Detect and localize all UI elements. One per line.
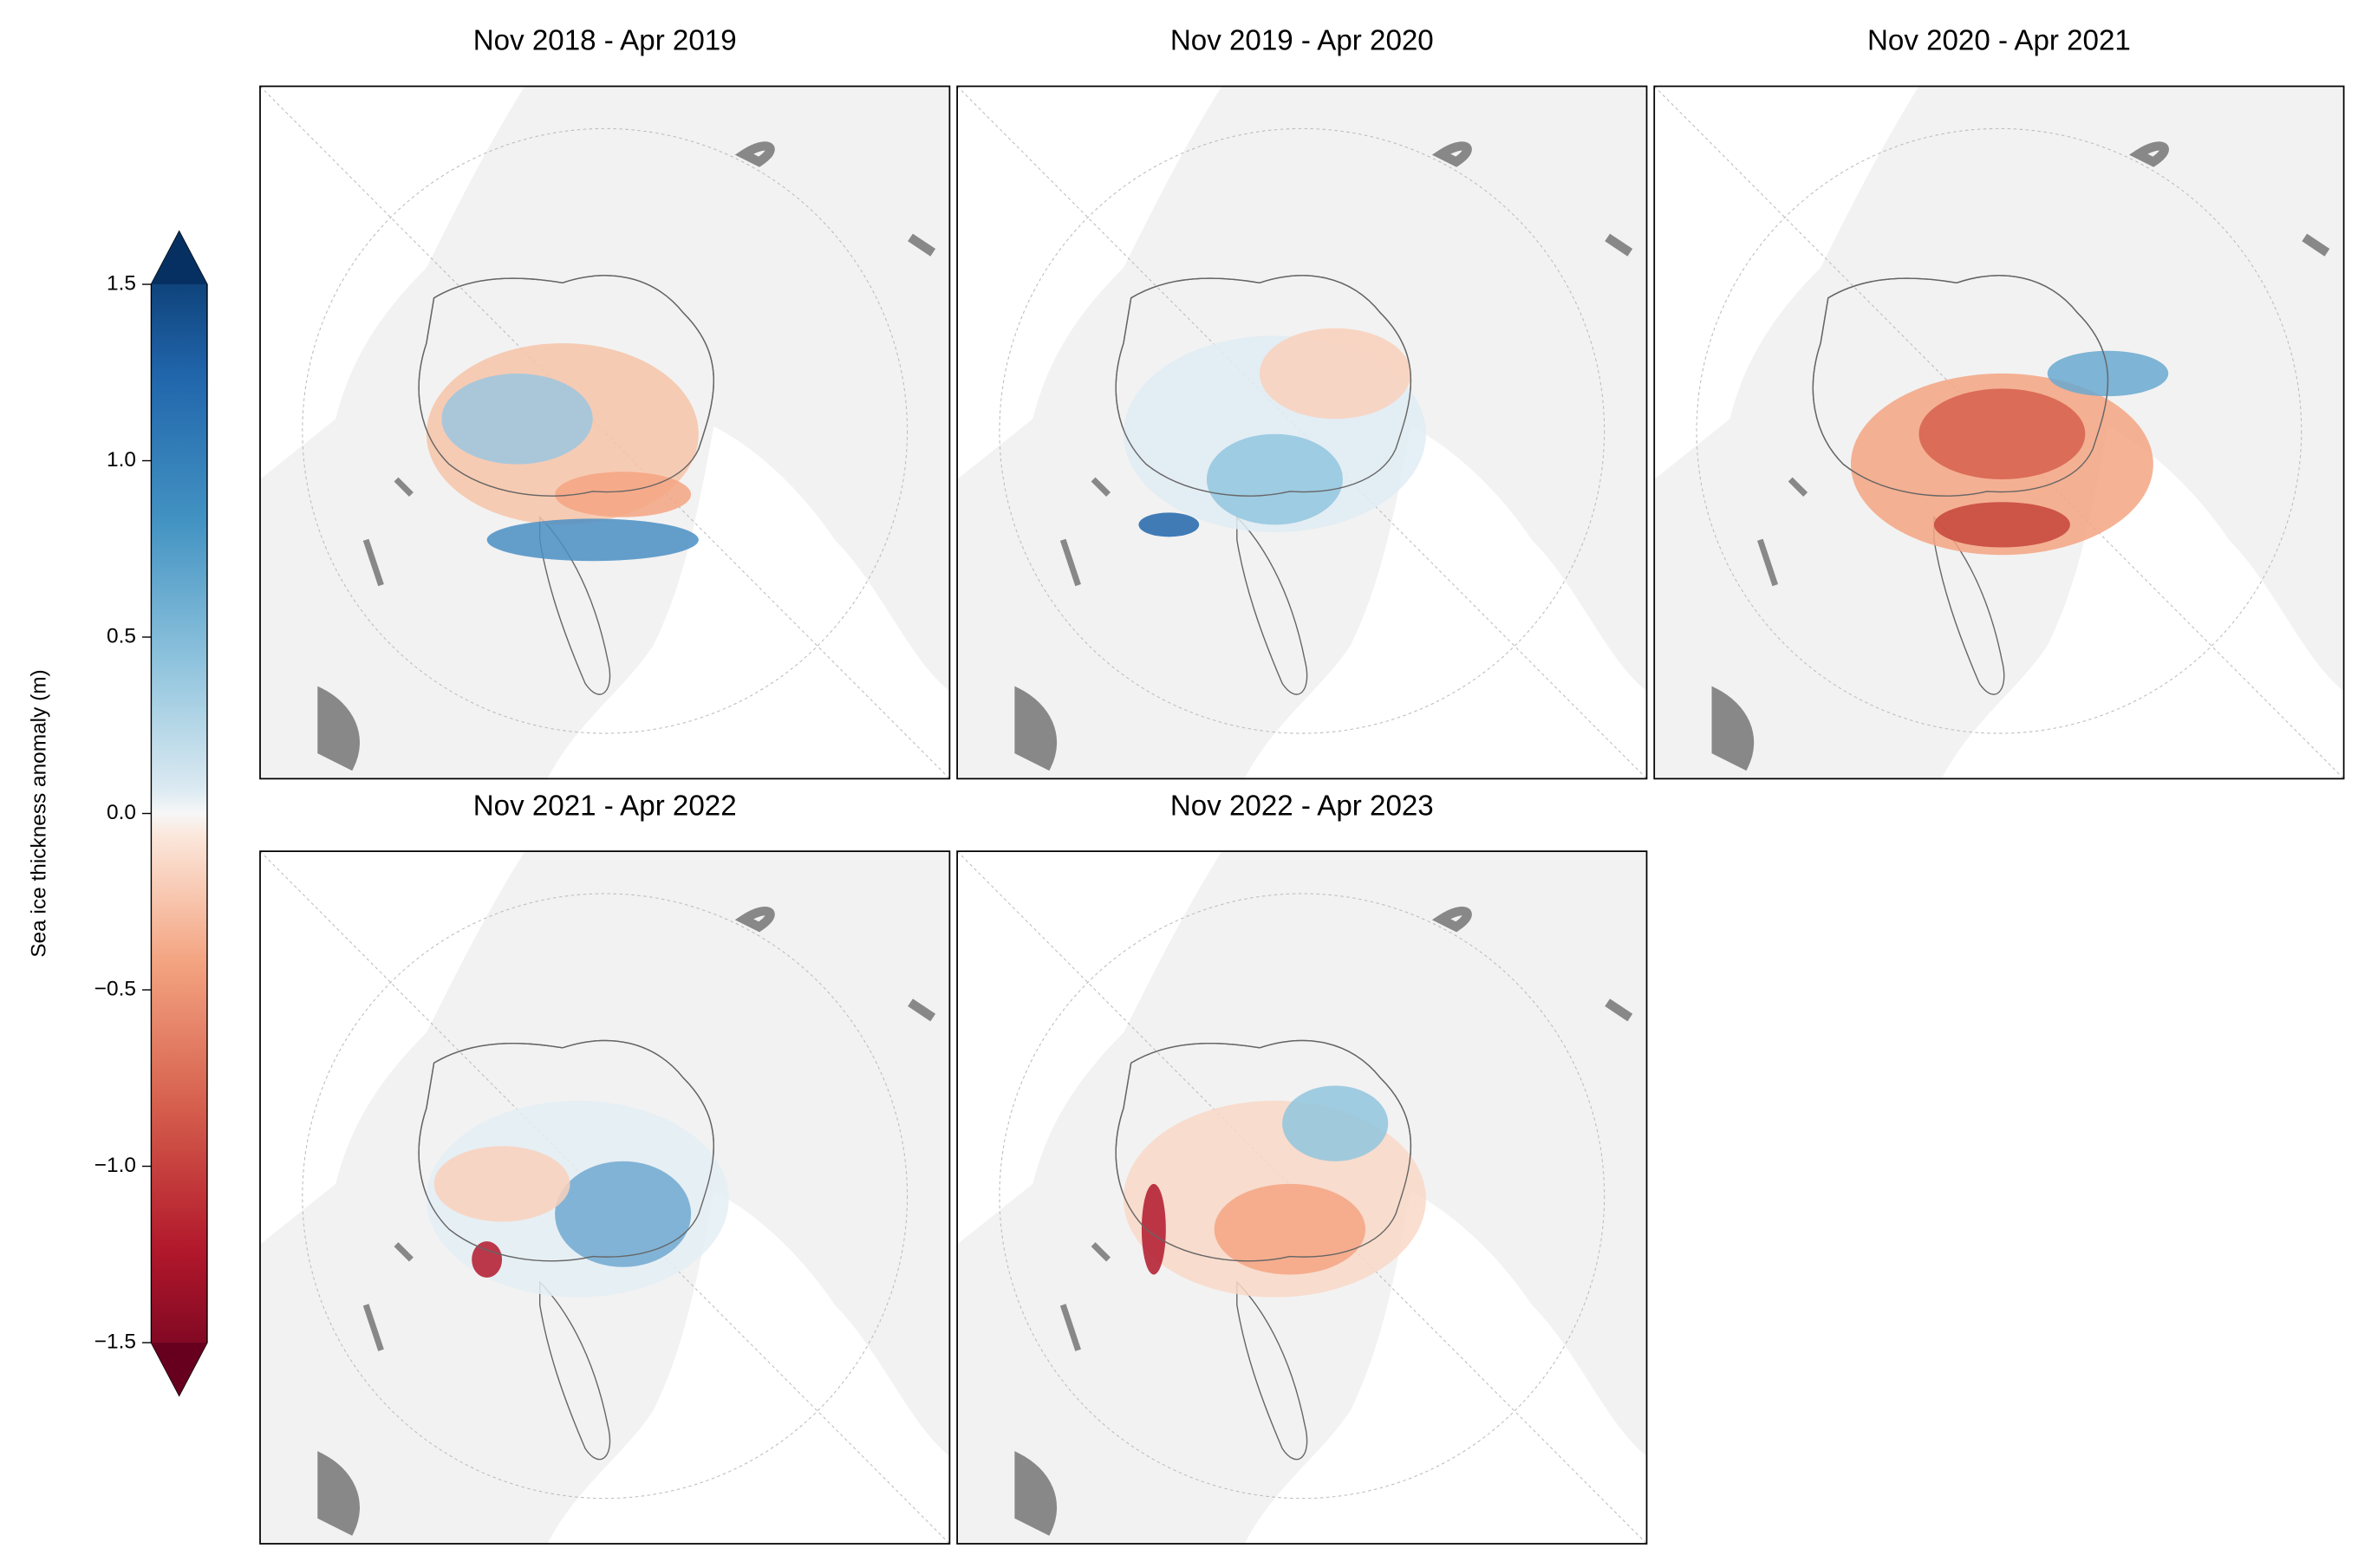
panel-frame	[1653, 85, 2345, 780]
map-panel: Nov 2020 - Apr 2021	[1653, 25, 2345, 780]
sea-ice-field	[1206, 433, 1343, 525]
colorbar-label: Sea ice thickness anomaly (m)	[27, 669, 50, 957]
panels: Nov 2018 - Apr 2019 Nov 2019 - Apr 2020 No…	[259, 25, 2345, 1545]
sea-ice-field	[1282, 1085, 1389, 1161]
panel-frame	[956, 850, 1648, 1545]
map-panel: Nov 2019 - Apr 2020	[956, 25, 1648, 780]
coastline	[418, 1039, 714, 1262]
panel-title: Nov 2019 - Apr 2020	[1170, 25, 1434, 57]
colorbar-body	[150, 230, 208, 1397]
map-panel: Nov 2022 - Apr 2023	[956, 790, 1648, 1545]
sea-ice-field	[472, 1241, 503, 1278]
coastline	[418, 275, 714, 497]
panel-frame	[956, 85, 1648, 780]
sea-ice-field	[1141, 1183, 1166, 1275]
coastline	[1812, 275, 2109, 497]
map-panel: Nov 2018 - Apr 2019	[259, 25, 951, 780]
sea-ice-field	[555, 1161, 692, 1267]
sea-ice-field	[1138, 512, 1200, 537]
coastline	[1115, 275, 1412, 497]
map-content	[957, 851, 1646, 1544]
panel-frame	[259, 850, 951, 1545]
sea-ice-field	[1933, 502, 2070, 548]
sea-ice-field	[1259, 328, 1411, 420]
tick-label: 0.5	[107, 624, 136, 647]
sea-ice-field	[486, 518, 699, 562]
map-content	[1654, 87, 2343, 779]
sea-ice-field	[1214, 1183, 1366, 1275]
map-content	[260, 87, 949, 779]
tick-label: −0.5	[94, 977, 136, 1000]
panel-title: Nov 2020 - Apr 2021	[1867, 25, 2131, 57]
panel-frame	[259, 85, 951, 780]
sea-ice-field	[555, 472, 692, 517]
tick-label: −1.5	[94, 1330, 136, 1353]
tick-label: −1.0	[94, 1154, 136, 1177]
tick-label: 1.5	[107, 271, 136, 295]
colorbar-extend-min	[151, 1343, 207, 1396]
panel-title: Nov 2021 - Apr 2022	[473, 790, 737, 822]
colorbar-ticks: 1.5 1.0 0.5 0.0 −0.5 −1.0 −1.5	[94, 271, 152, 1353]
sea-ice-field	[441, 373, 593, 465]
map-panel: Nov 2021 - Apr 2022	[259, 790, 951, 1545]
map-content	[260, 851, 949, 1544]
tick-label: 1.0	[107, 448, 136, 472]
map-content	[957, 87, 1646, 779]
panel-title: Nov 2018 - Apr 2019	[473, 25, 737, 57]
sea-ice-field	[1918, 388, 2086, 480]
sea-ice-field	[433, 1146, 570, 1222]
panel-title: Nov 2022 - Apr 2023	[1170, 790, 1434, 822]
tick-label: 0.0	[107, 801, 136, 824]
coastline	[1115, 1039, 1412, 1262]
colorbar: Sea ice thickness anomaly (m)	[27, 230, 208, 1397]
colorbar-extend-max	[151, 231, 207, 285]
